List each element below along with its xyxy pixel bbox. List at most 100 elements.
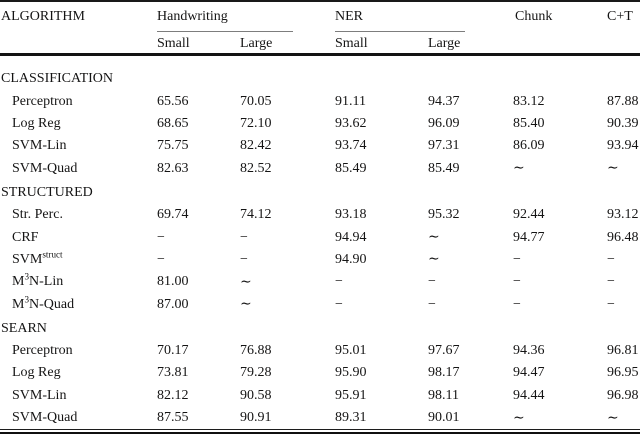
cell-value: 70.05 xyxy=(240,93,272,109)
table-bottom-rule xyxy=(0,429,640,434)
cell-value: 93.62 xyxy=(335,115,367,131)
cell-value: 73.81 xyxy=(157,365,189,381)
cell-value: 95.01 xyxy=(335,343,367,359)
section-title: STRUCTURED xyxy=(1,184,93,200)
group-underline-row xyxy=(0,29,640,34)
cell-value: 86.09 xyxy=(513,138,545,154)
cell-value: 76.88 xyxy=(240,343,272,359)
cell-value: 90.91 xyxy=(240,410,272,426)
column-header-handwriting-small: Small xyxy=(157,35,190,51)
column-header-ct: C+T xyxy=(607,8,633,24)
cell-value: 68.65 xyxy=(157,115,189,131)
row-label: SVM-Quad xyxy=(12,410,78,426)
cell-value: 90.01 xyxy=(428,410,460,426)
table-row: SVM-Quad 87.55 90.91 89.31 90.01 ∼ ∼ xyxy=(0,407,640,429)
row-label: SVM-Quad xyxy=(12,160,78,176)
cell-value: 87.88 xyxy=(607,93,639,109)
cell-value: 83.12 xyxy=(513,93,545,109)
cell-value: 95.32 xyxy=(428,207,460,223)
cell-value: − xyxy=(607,296,615,312)
cell-value: 89.31 xyxy=(335,410,367,426)
table-row: Str. Perc. 69.74 74.12 93.18 95.32 92.44 93.12 xyxy=(0,204,640,226)
cell-value: 98.11 xyxy=(428,387,459,403)
cell-value: ∼ xyxy=(428,230,440,246)
cell-value: 82.52 xyxy=(240,160,272,176)
cell-value: 75.75 xyxy=(157,138,189,154)
cell-value: 97.67 xyxy=(428,343,460,359)
cell-value: − xyxy=(607,251,615,267)
cell-value: 90.58 xyxy=(240,387,272,403)
cell-value: 82.42 xyxy=(240,138,272,154)
column-group-handwriting: Handwriting xyxy=(157,8,228,24)
cell-value: 93.12 xyxy=(607,207,639,223)
section-title: SEARN xyxy=(1,320,47,336)
cell-value: − xyxy=(335,296,343,312)
cell-value: 96.48 xyxy=(607,229,639,245)
row-label: SVMstruct xyxy=(12,249,63,267)
ner-group-rule xyxy=(335,31,465,32)
cell-value: 85.49 xyxy=(335,160,367,176)
section-classification: CLASSIFICATION Perceptron 65.56 70.05 91.11 9… xyxy=(0,68,640,180)
cell-value: 81.00 xyxy=(157,274,189,290)
row-label: M3N-Lin xyxy=(12,271,64,290)
cell-value: − xyxy=(240,229,248,245)
row-label: SVM-Lin xyxy=(12,138,67,154)
cell-value: − xyxy=(428,274,436,290)
table-body: CLASSIFICATION Perceptron 65.56 70.05 91.11 9… xyxy=(0,68,640,429)
cell-value: 95.91 xyxy=(335,387,367,403)
row-label: Log Reg xyxy=(12,365,61,381)
cell-value: − xyxy=(157,229,165,245)
row-label: Perceptron xyxy=(12,343,73,359)
column-header-chunk: Chunk xyxy=(515,8,553,24)
cell-value: 85.49 xyxy=(428,160,460,176)
table-row: Log Reg 68.65 72.10 93.62 96.09 85.40 90.39 xyxy=(0,113,640,135)
cell-value: 96.95 xyxy=(607,365,639,381)
cell-value: 94.90 xyxy=(335,251,367,267)
row-label: Log Reg xyxy=(12,115,61,131)
table-row: SVM-Quad 82.63 82.52 85.49 85.49 ∼ ∼ xyxy=(0,158,640,180)
handwriting-group-rule xyxy=(157,31,293,32)
cell-value: 82.12 xyxy=(157,387,189,403)
column-header-ner-small: Small xyxy=(335,35,368,51)
table-row: SVMstruct − − 94.90 ∼ − − xyxy=(0,249,640,271)
cell-value: − xyxy=(157,251,165,267)
cell-value: 92.44 xyxy=(513,207,545,223)
cell-value: 93.18 xyxy=(335,207,367,223)
table-row: Log Reg 73.81 79.28 95.90 98.17 94.47 96.95 xyxy=(0,362,640,384)
cell-value: 94.77 xyxy=(513,229,545,245)
cell-value: − xyxy=(513,274,521,290)
row-label: Perceptron xyxy=(12,93,73,109)
cell-value: − xyxy=(513,296,521,312)
section-title: CLASSIFICATION xyxy=(1,71,114,87)
cell-value: 96.09 xyxy=(428,115,460,131)
table-row: Perceptron 70.17 76.88 95.01 97.67 94.36 96.81 xyxy=(0,340,640,362)
cell-value: ∼ xyxy=(428,252,440,268)
table-row: Perceptron 65.56 70.05 91.11 94.37 83.12 87.88 xyxy=(0,90,640,112)
cell-value: ∼ xyxy=(513,161,525,177)
column-header-handwriting-large: Large xyxy=(240,35,273,51)
cell-value: ∼ xyxy=(607,161,619,177)
row-label: CRF xyxy=(12,229,39,245)
cell-value: − xyxy=(607,274,615,290)
cell-value: 87.55 xyxy=(157,410,189,426)
cell-value: 94.36 xyxy=(513,343,545,359)
row-label: Str. Perc. xyxy=(12,207,63,223)
cell-value: 79.28 xyxy=(240,365,272,381)
cell-value: 72.10 xyxy=(240,115,272,131)
cell-value: − xyxy=(240,251,248,267)
cell-value: ∼ xyxy=(607,410,619,426)
cell-value: 87.00 xyxy=(157,296,189,312)
cell-value: 91.11 xyxy=(335,93,366,109)
cell-value: 82.63 xyxy=(157,160,189,176)
cell-value: − xyxy=(335,274,343,290)
cell-value: 96.98 xyxy=(607,387,639,403)
cell-value: ∼ xyxy=(240,274,252,290)
table-row: M3N-Quad 87.00 ∼ − − − − xyxy=(0,294,640,316)
cell-value: 94.94 xyxy=(335,229,367,245)
column-group-ner: NER xyxy=(335,8,363,24)
cell-value: 85.40 xyxy=(513,115,545,131)
cell-value: ∼ xyxy=(240,297,252,313)
header-row-groups: ALGORITHM Handwriting NER Chunk C+T xyxy=(0,2,640,29)
cell-value: − xyxy=(428,296,436,312)
cell-value: ∼ xyxy=(513,410,525,426)
